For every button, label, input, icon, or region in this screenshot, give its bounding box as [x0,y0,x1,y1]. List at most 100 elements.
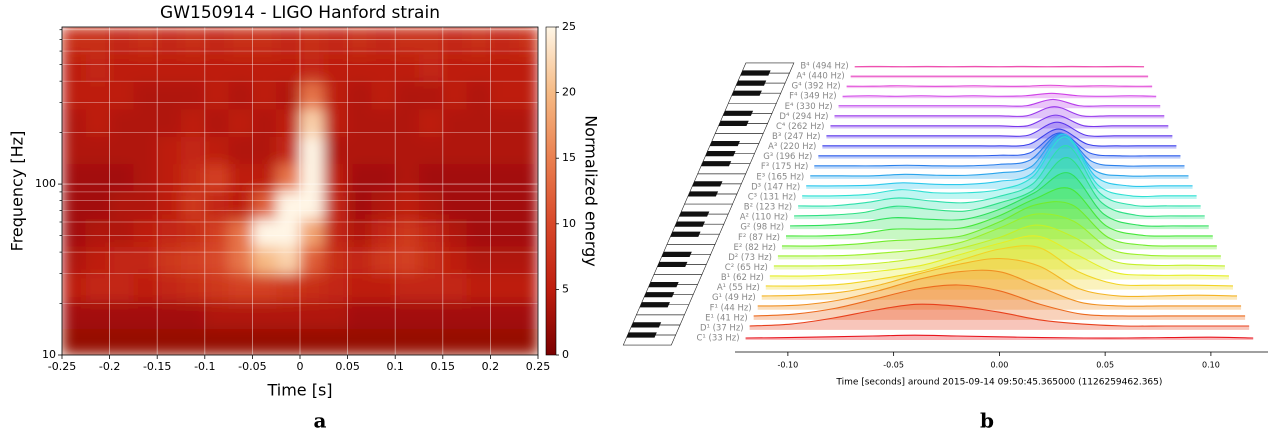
ridge-label: C² (65 Hz) [725,263,768,273]
heatmap-cell [252,81,277,110]
heatmap-cell [181,108,206,137]
ridge-area [826,122,1173,139]
piano-black-key [657,261,688,268]
x-tick-label: 0.05 [1096,361,1114,370]
ridge-line [773,224,1225,267]
ridge-label: E¹ (41 Hz) [705,313,747,323]
heatmap-cell [252,273,277,302]
heatmap-cell [514,54,538,83]
heatmap-cell [371,301,396,330]
heatmap-cell [157,81,182,110]
heatmap-cell [347,218,372,247]
piano-black-key [718,120,749,127]
heatmap-cell [62,136,87,165]
heatmap-cell [514,163,538,192]
heatmap-cell [85,273,111,302]
ridge-label: G³ (196 Hz) [763,152,812,162]
heatmap-cell [85,301,111,330]
heatmap-cell [395,328,420,355]
heatmap-cell [514,136,538,165]
heatmap-cell [442,218,468,247]
heatmap-cell [62,273,87,302]
heatmap-cell [371,136,396,165]
heatmap-cell [514,218,538,247]
ridge-area [814,133,1185,169]
ridge-label: F³ (175 Hz) [761,162,808,172]
heatmap-cell [109,301,134,330]
piano-black-key [692,181,723,187]
heatmap-cell [371,27,396,55]
x-axis-label: Time [seconds] around 2015-09-14 09:50:4… [835,378,1162,388]
heatmap-cell [85,136,111,165]
heatmap-cell [514,108,538,137]
heatmap-cell [62,163,87,192]
heatmap-cell [181,163,206,192]
heatmap-cell [133,273,158,302]
heatmap-cell [181,54,206,83]
heatmap-cell [514,27,538,55]
heatmap-cell [204,163,230,192]
heatmap-cell [323,81,349,110]
heatmap-cell [371,246,396,274]
heatmap-cell [347,328,372,355]
heatmap-cell [276,81,301,110]
heatmap-cell [300,163,325,192]
heatmap-cell [133,190,158,220]
ridge-area [769,235,1229,280]
heatmap-cell [85,328,111,355]
heatmap-cell [157,273,182,302]
heatmap-cell [133,108,158,137]
heatmap-cell [514,81,538,110]
panel-label: a [314,409,327,433]
heatmap-cell [347,273,372,302]
heatmap-cell [490,136,515,165]
heatmap-cell [300,81,325,110]
x-axis-label: Time [s] [266,381,332,400]
piano-black-key [630,322,662,328]
x-tick-label: -0.15 [143,360,171,373]
heatmap-cell [157,190,182,220]
heatmap-cell [252,328,277,355]
heatmap-cell [300,54,325,83]
ridge-line [846,84,1153,87]
heatmap-cell [181,273,206,302]
piano-black-key [626,332,657,338]
heatmap-cell [490,301,515,330]
heatmap-cell [419,328,444,355]
heatmap-cell [85,54,111,83]
heatmap-cell [228,301,253,330]
heatmap-cell [466,108,491,137]
heatmap-cell [347,108,372,137]
heatmap-cell [133,246,158,274]
ridge-line [785,187,1213,237]
heatmap-cell [276,163,301,192]
heatmap-cell [395,108,420,137]
heatmap-cell [395,190,420,220]
ridge-line [814,133,1185,167]
heatmap-cell [300,328,325,355]
heatmap-cell [347,27,372,55]
heatmap-cell [252,136,277,165]
heatmap-cell [85,218,111,247]
ridge-area [777,213,1221,260]
heatmap-cell [514,190,538,220]
heatmap-cell [62,190,87,220]
panel-label: b [980,409,994,433]
x-tick-label: 0 [297,360,304,373]
ridge-label: A² (110 Hz) [740,213,788,223]
heatmap-cell [204,108,230,137]
heatmap-cell [466,218,491,247]
heatmap-cell [62,301,87,330]
piano-black-key [639,302,670,308]
heatmap-cell [371,218,396,247]
ridge-label: A⁴ (440 Hz) [796,72,844,82]
heatmap-cell [395,273,420,302]
heatmap-cell [419,190,444,220]
heatmap-cell [347,81,372,110]
heatmap-cell [133,328,158,355]
heatmap-cell [300,273,325,302]
ridge-line [753,284,1246,317]
heatmap-cell [276,54,301,83]
